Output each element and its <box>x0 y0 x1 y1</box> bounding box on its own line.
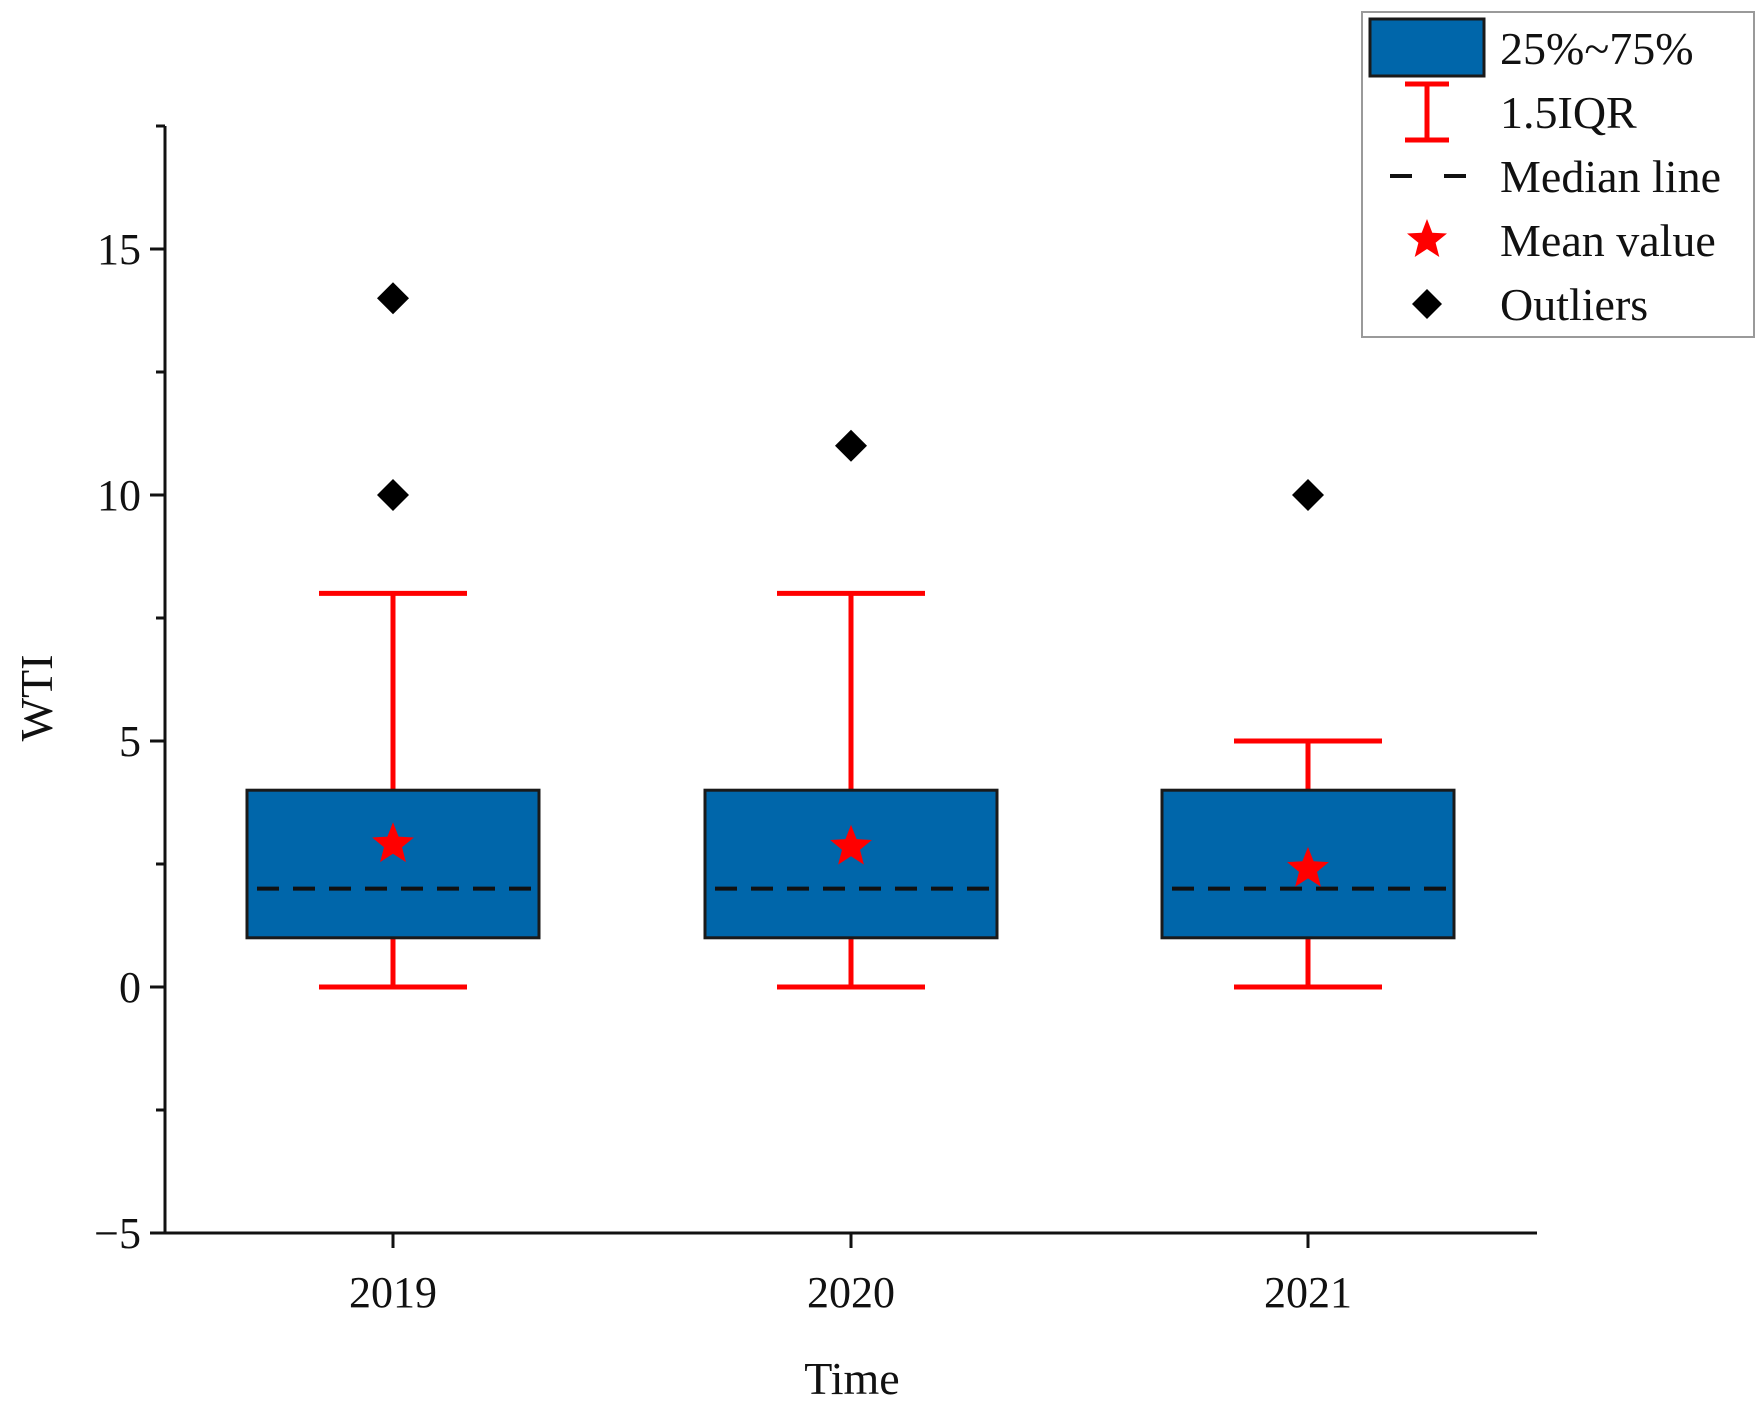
outlier-marker <box>377 282 409 315</box>
x-tick-label: 2021 <box>1264 1268 1352 1317</box>
y-tick-label: 0 <box>119 963 141 1012</box>
legend-item-whisker: 1.5IQR <box>1405 81 1637 143</box>
legend-label: 1.5IQR <box>1500 87 1637 138</box>
y-tick-label: 10 <box>97 471 141 520</box>
mean-marker <box>372 822 414 863</box>
box-group-2020 <box>703 429 999 990</box>
legend-label: 25%~75% <box>1500 23 1694 74</box>
outlier-marker <box>1292 479 1324 511</box>
legend-item-mean: Mean value <box>1407 215 1716 266</box>
legend-item-outlier: Outliers <box>1412 279 1648 330</box>
x-tick-label: 2020 <box>807 1268 895 1317</box>
y-axis-title: WTI <box>11 655 62 742</box>
outlier-marker <box>835 429 867 462</box>
y-tick-label: −5 <box>94 1209 141 1258</box>
iqr-box <box>245 788 541 940</box>
box-group-2021 <box>1160 479 1456 990</box>
mean-marker <box>830 824 872 865</box>
y-tick-label: 15 <box>97 225 141 274</box>
legend-item-median: Median line <box>1390 151 1721 202</box>
legend-label: Median line <box>1500 151 1721 202</box>
plot-area <box>245 282 1456 990</box>
legend-label: Outliers <box>1500 279 1648 330</box>
legend-label: Mean value <box>1500 215 1716 266</box>
iqr-box <box>703 788 999 940</box>
legend-outlier-marker <box>1412 289 1442 319</box>
x-tick-label: 2019 <box>349 1268 437 1317</box>
legend: 25%~75% 1.5IQR Median line Mean value Outlie… <box>1361 11 1755 338</box>
legend-item-box: 25%~75% <box>1368 17 1694 78</box>
y-tick-label: 5 <box>119 717 141 766</box>
box-group-2019 <box>245 282 541 990</box>
legend-mean-marker <box>1407 219 1447 257</box>
axes: −5 0 5 10 15 2019 2020 2021 <box>94 124 1537 1317</box>
x-axis-title: Time <box>804 1353 899 1404</box>
legend-box-swatch <box>1368 17 1486 78</box>
mean-marker <box>1287 846 1329 887</box>
outlier-marker <box>377 479 409 511</box>
